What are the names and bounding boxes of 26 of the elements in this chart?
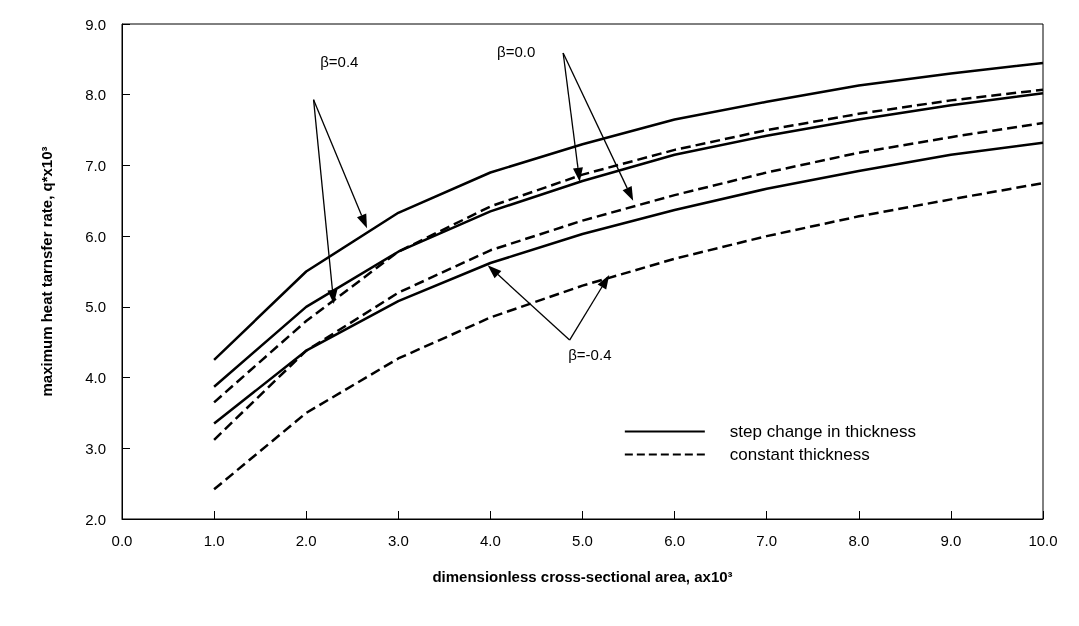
y-tick-label: 3.0 [85, 439, 106, 457]
annotation: β=-0.4 [568, 346, 612, 364]
x-tick-label: 3.0 [387, 532, 409, 549]
x-tick-label: 9.0 [940, 532, 962, 549]
y-tick-label: 6.0 [85, 227, 106, 245]
x-tick-label: 2.0 [295, 532, 317, 549]
x-axis-title: dimensionless cross-sectional area, ax10³ [432, 568, 733, 585]
legend-label: step change in thickness [729, 422, 916, 441]
annotation: β=0.0 [497, 42, 536, 60]
legend-label: constant thickness [729, 445, 870, 464]
x-tick-label: 5.0 [572, 532, 593, 549]
annotation: β=0.4 [320, 52, 359, 70]
y-tick-label: 7.0 [85, 156, 106, 174]
x-tick-label: 10.0 [1028, 532, 1058, 549]
x-tick-label: 7.0 [756, 532, 778, 549]
x-tick-label: 8.0 [848, 532, 870, 549]
y-tick-label: 2.0 [85, 510, 106, 528]
y-tick-label: 8.0 [85, 86, 106, 104]
y-tick-label: 9.0 [85, 15, 106, 33]
x-tick-label: 1.0 [203, 532, 225, 549]
x-tick-label: 6.0 [664, 532, 686, 549]
y-tick-label: 4.0 [85, 369, 106, 387]
x-tick-label: 0.0 [111, 532, 133, 549]
y-axis-title: maximum heat tarnsfer rate, q*x10³ [38, 146, 55, 397]
x-tick-label: 4.0 [479, 532, 501, 549]
y-tick-label: 5.0 [85, 298, 106, 316]
